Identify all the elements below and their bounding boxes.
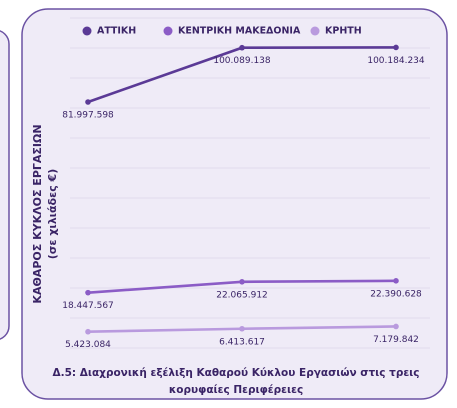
legend-dot <box>163 26 173 36</box>
point <box>85 328 91 335</box>
legend-dot <box>82 26 92 36</box>
legend-label: ΚΕΝΤΡΙΚΗ ΜΑΚΕΔΟΝΙΑ <box>178 26 301 37</box>
data-label: 18.447.567 <box>62 301 114 311</box>
data-label: 5.423.084 <box>65 340 111 350</box>
point <box>239 44 245 51</box>
point <box>239 325 245 332</box>
data-label: 7.179.842 <box>373 335 419 345</box>
data-label: 6.413.617 <box>219 337 265 347</box>
data-label: 100.089.138 <box>213 56 271 66</box>
data-label: 22.065.912 <box>216 290 268 300</box>
point <box>393 44 399 51</box>
caption: Δ.5: Διαχρονική εξέλιξη Καθαρού Κύκλου Ε… <box>52 367 419 379</box>
caption: κορυφαίες Περιφέρειες <box>169 384 303 396</box>
point <box>85 289 91 296</box>
point <box>393 323 399 330</box>
point <box>239 279 245 285</box>
y-axis-title: (σε χιλιάδες €) <box>46 169 59 259</box>
point <box>85 99 91 105</box>
data-label: 22.390.628 <box>370 289 422 299</box>
side-card <box>0 30 10 340</box>
card <box>21 8 448 400</box>
data-label: 81.997.598 <box>62 111 114 121</box>
legend-dot <box>310 26 320 36</box>
legend-label: ΑΤΤΙΚΗ <box>97 26 136 37</box>
legend-label: ΚΡΗΤΗ <box>325 26 362 37</box>
point <box>393 278 399 284</box>
data-label: 100.184.234 <box>367 56 425 66</box>
y-axis-title: ΚΑΘΑΡΟΣ ΚΥΚΛΟΣ ΕΡΓΑΣΙΩΝ <box>31 124 44 303</box>
